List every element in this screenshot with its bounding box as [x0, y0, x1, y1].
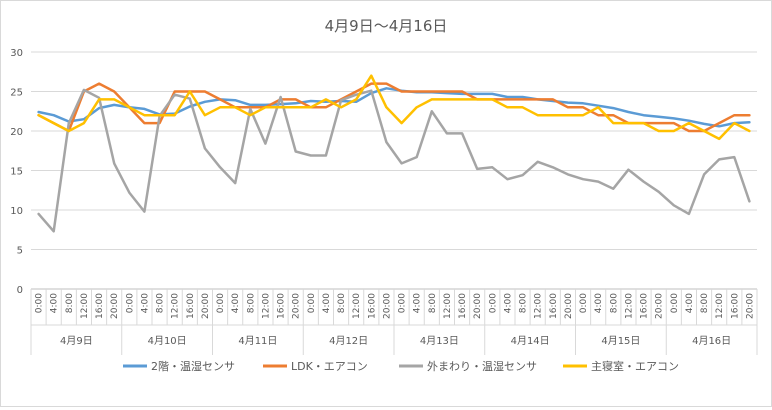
x-tick-label: 12:00: [352, 293, 362, 319]
x-tick-label: 16:00: [640, 293, 650, 319]
x-tick-label: 4:00: [503, 293, 513, 313]
x-group-label: 4月12日: [329, 335, 368, 347]
y-axis-ticks: 0 5 10 15 20 25 30: [10, 48, 23, 296]
x-tick-label: 8:00: [519, 293, 529, 313]
legend-label: LDK・エアコン: [291, 360, 368, 373]
y-tick-label: 10: [10, 206, 23, 217]
y-tick-label: 25: [10, 88, 23, 99]
x-tick-label: 0:00: [35, 293, 45, 313]
x-tick-label: 16:00: [549, 293, 559, 319]
x-tick-label: 16:00: [367, 293, 377, 319]
x-group-label: 4月10日: [148, 335, 187, 347]
x-group-label: 4月13日: [420, 335, 459, 347]
chart-title: 4月9日～4月16日: [325, 17, 448, 35]
x-tick-label: 12:00: [534, 293, 544, 319]
x-tick-label: 20:00: [564, 293, 574, 319]
x-group-label: 4月16日: [692, 335, 731, 347]
x-tick-label: 8:00: [337, 293, 347, 313]
x-tick-label: 20:00: [473, 293, 483, 319]
series-line: [37, 87, 751, 128]
series-layer: [37, 74, 751, 233]
x-tick-label: 20:00: [292, 293, 302, 319]
legend: 2階・温湿センサ LDK・エアコン 外まわり・温湿センサ 主寝室・エアコン: [123, 359, 679, 373]
x-tick-label: 16:00: [186, 293, 196, 319]
x-tick-label: 20:00: [655, 293, 665, 319]
series-line: [37, 88, 751, 233]
x-tick-label: 16:00: [95, 293, 105, 319]
x-tick-label: 4:00: [322, 293, 332, 313]
x-tick-label: 8:00: [428, 293, 438, 313]
y-tick-label: 15: [10, 167, 23, 178]
x-tick-label: 20:00: [201, 293, 211, 319]
x-tick-label: 12:00: [80, 293, 90, 319]
x-tick-label: 4:00: [140, 293, 150, 313]
x-group-label: 4月15日: [601, 335, 640, 347]
x-tick-label: 8:00: [65, 293, 75, 313]
x-tick-label: 12:00: [715, 293, 725, 319]
x-tick-label: 20:00: [745, 293, 755, 319]
x-tick-label: 4:00: [413, 293, 423, 313]
x-tick-label: 12:00: [624, 293, 634, 319]
x-tick-label: 0:00: [398, 293, 408, 313]
x-tick-label: 8:00: [156, 293, 166, 313]
x-tick-label: 0:00: [579, 293, 589, 313]
x-tick-label: 16:00: [277, 293, 287, 319]
legend-label: 主寝室・エアコン: [591, 359, 679, 373]
x-tick-label: 16:00: [730, 293, 740, 319]
x-tick-label: 0:00: [488, 293, 498, 313]
x-tick-label: 8:00: [246, 293, 256, 313]
x-tick-label: 4:00: [685, 293, 695, 313]
x-group-label: 4月9日: [60, 335, 93, 347]
x-group-label: 4月14日: [511, 335, 550, 347]
y-tick-label: 20: [10, 127, 23, 138]
x-tick-label: 8:00: [609, 293, 619, 313]
y-tick-label: 0: [17, 285, 23, 296]
x-tick-label: 20:00: [110, 293, 120, 319]
x-tick-label: 0:00: [307, 293, 317, 313]
x-tick-label: 12:00: [171, 293, 181, 319]
x-tick-label: 12:00: [261, 293, 271, 319]
x-tick-label: 0:00: [216, 293, 226, 313]
legend-label: 2階・温湿センサ: [151, 359, 235, 373]
x-tick-label: 0:00: [670, 293, 680, 313]
x-tick-label: 4:00: [231, 293, 241, 313]
series-line: [37, 74, 751, 141]
y-tick-label: 30: [10, 48, 23, 59]
x-tick-label: 8:00: [700, 293, 710, 313]
x-tick-label: 4:00: [50, 293, 60, 313]
x-tick-label: 4:00: [594, 293, 604, 313]
legend-label: 外まわり・温湿センサ: [427, 360, 537, 373]
x-tick-label: 0:00: [125, 293, 135, 313]
y-tick-label: 5: [17, 246, 23, 257]
x-tick-label: 16:00: [458, 293, 468, 319]
x-axis-ticks: 0:00 4:00 8:00 12:00 16:00 20:00 0:00 4:00 8:00 1…: [30, 289, 758, 355]
x-tick-label: 20:00: [382, 293, 392, 319]
x-tick-label: 12:00: [443, 293, 453, 319]
x-group-label: 4月11日: [238, 335, 277, 347]
